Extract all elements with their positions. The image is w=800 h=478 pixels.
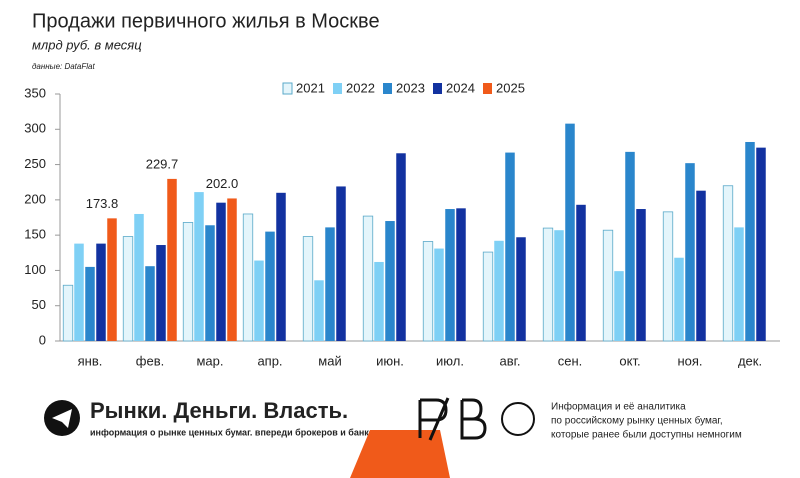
tagline: информация о рынке ценных бумаг. впереди… — [90, 427, 382, 437]
brand: Рынки. Деньги. Власть. — [90, 398, 348, 423]
about-line: которые ранее были доступны немногим — [551, 429, 742, 441]
bar — [445, 209, 455, 341]
bar — [374, 261, 384, 341]
legend-swatch — [383, 83, 392, 94]
bar — [216, 202, 226, 341]
bar — [134, 213, 144, 341]
logo — [418, 397, 487, 441]
bar — [434, 248, 444, 341]
bar — [516, 237, 526, 341]
y-tick-label: 200 — [24, 191, 46, 206]
bar — [254, 260, 264, 341]
legend-label: 2021 — [296, 80, 325, 95]
x-tick-label: фев. — [136, 353, 164, 368]
legend-label: 2022 — [346, 80, 375, 95]
source: данные: DataFlat — [32, 62, 95, 71]
bar — [265, 231, 275, 341]
bar — [456, 208, 466, 341]
bar — [745, 141, 755, 341]
bar — [482, 251, 494, 342]
bar — [314, 280, 324, 341]
legend-label: 2025 — [496, 80, 525, 95]
bar — [325, 227, 335, 341]
bar — [194, 192, 204, 341]
bar — [242, 213, 254, 342]
legend-swatch — [282, 82, 293, 95]
y-tick-label: 350 — [24, 85, 46, 100]
bar — [96, 243, 106, 341]
bar — [122, 236, 134, 342]
bar — [302, 236, 314, 342]
x-tick-label: дек. — [738, 353, 762, 368]
bar — [276, 192, 286, 341]
bar — [734, 227, 744, 341]
x-tick-label: июл. — [436, 353, 464, 368]
bar — [505, 152, 515, 341]
bar — [576, 204, 586, 341]
y-tick-label: 300 — [24, 121, 46, 136]
bar — [614, 271, 624, 341]
bar — [625, 151, 635, 341]
bar — [662, 211, 674, 342]
legend-label: 2023 — [396, 80, 425, 95]
x-tick-label: ноя. — [677, 353, 702, 368]
bar — [205, 225, 215, 341]
x-tick-label: сен. — [558, 353, 583, 368]
bar — [674, 257, 684, 341]
chart-title: Продажи первичного жилья в Москве — [32, 10, 380, 32]
logo-decoration — [350, 430, 450, 478]
bar — [636, 209, 646, 341]
bar — [336, 186, 346, 341]
legend-label: 2024 — [446, 80, 475, 95]
copyright — [501, 402, 535, 436]
bar — [722, 185, 734, 342]
bar — [107, 218, 117, 341]
x-tick-label: апр. — [257, 353, 282, 368]
bar — [85, 266, 95, 341]
x-tick-label: июн. — [376, 353, 404, 368]
bar — [182, 222, 194, 342]
legend-swatch — [483, 83, 492, 94]
data-label: 173.8 — [86, 196, 119, 211]
x-tick-label: авг. — [500, 353, 521, 368]
bar — [565, 123, 575, 341]
about-line: Информация и её аналитика — [551, 401, 686, 413]
data-label: 202.0 — [206, 176, 239, 191]
bar — [385, 221, 395, 341]
bar — [62, 284, 74, 342]
x-tick-label: май — [318, 353, 341, 368]
bar — [167, 178, 177, 341]
telegram-plane — [52, 409, 72, 428]
legend-swatch — [333, 83, 342, 94]
x-tick-label: окт. — [619, 353, 640, 368]
bar — [422, 241, 434, 342]
bar — [542, 227, 554, 342]
bar — [145, 266, 155, 341]
bar — [685, 163, 695, 341]
bar — [156, 245, 166, 341]
bar — [554, 230, 564, 341]
bar — [362, 215, 374, 342]
y-tick-label: 150 — [24, 227, 46, 242]
bar — [696, 190, 706, 341]
bar — [494, 240, 504, 341]
x-tick-label: мар. — [196, 353, 223, 368]
about-line: по российскому рынку ценных бумаг, — [551, 415, 723, 427]
bar — [227, 198, 237, 341]
bar — [756, 147, 766, 341]
y-tick-label: 50 — [32, 297, 46, 312]
bar — [396, 153, 406, 341]
y-tick-label: 100 — [24, 262, 46, 277]
bar — [74, 243, 84, 341]
x-tick-label: янв. — [78, 353, 103, 368]
y-tick-label: 0 — [39, 332, 46, 347]
subtitle: млрд руб. в месяц — [32, 37, 142, 52]
legend-swatch — [433, 83, 442, 94]
y-tick-label: 250 — [24, 156, 46, 171]
data-label: 229.7 — [146, 156, 179, 171]
bar — [602, 229, 614, 342]
